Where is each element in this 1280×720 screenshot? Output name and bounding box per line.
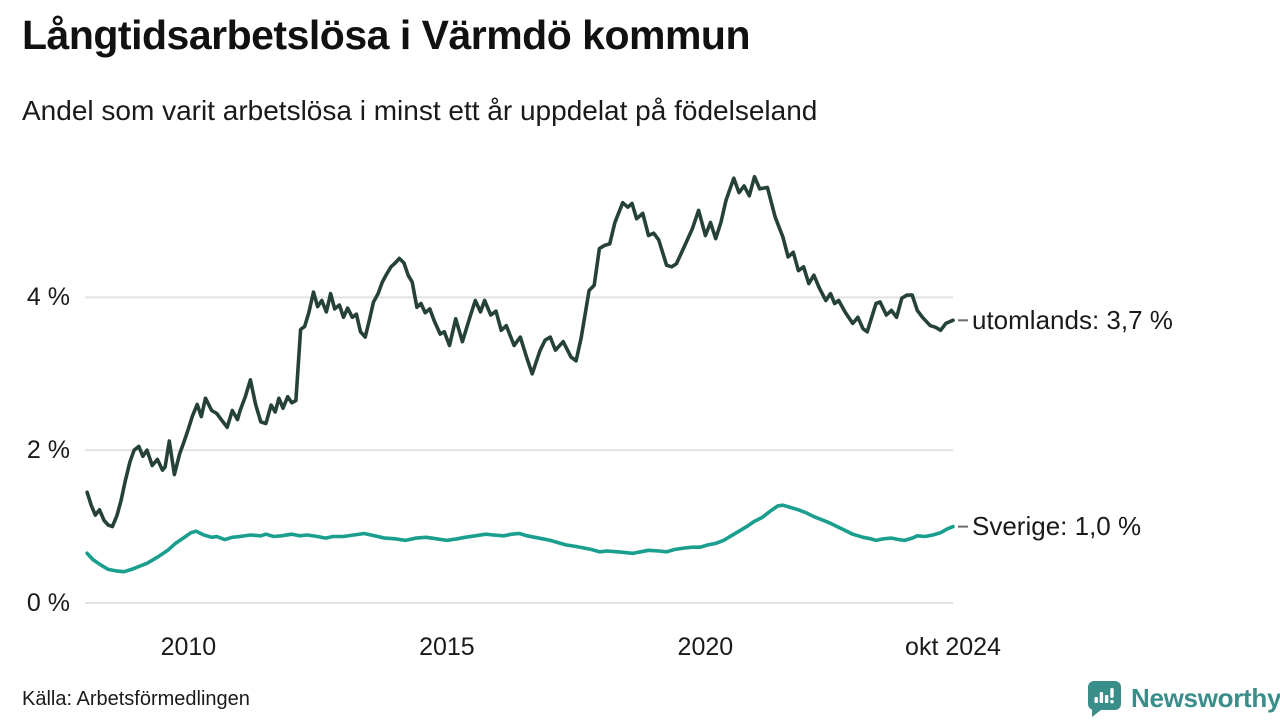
- source-note: Källa: Arbetsförmedlingen: [22, 688, 250, 710]
- series-label-sverige: Sverige: 1,0 %: [972, 511, 1142, 542]
- newsworthy-wordmark: Newsworthy: [1131, 683, 1280, 713]
- x-tick-label: 2010: [160, 633, 217, 661]
- newsworthy-logo: Newsworthy: [1086, 680, 1280, 717]
- x-tick-label: 2015: [419, 633, 475, 661]
- speech-bubble-bar-chart-icon: [1088, 681, 1121, 717]
- y-tick-label: 4 %: [26, 283, 70, 312]
- page-title: Långtidsarbetslösa i Värmdö kommun: [22, 12, 751, 58]
- series-label-utomlands: utomlands: 3,7 %: [972, 304, 1173, 335]
- x-tick-label: okt 2024: [905, 633, 1001, 661]
- series-line-Sverige: [85, 503, 955, 574]
- chart-subtitle: Andel som varit arbetslösa i minst ett å…: [22, 95, 818, 126]
- x-tick-label: 2020: [677, 633, 734, 661]
- series-line-utomlands: [85, 174, 955, 529]
- y-tick-label: 0 %: [26, 589, 70, 617]
- y-tick-label: 2 %: [26, 436, 70, 465]
